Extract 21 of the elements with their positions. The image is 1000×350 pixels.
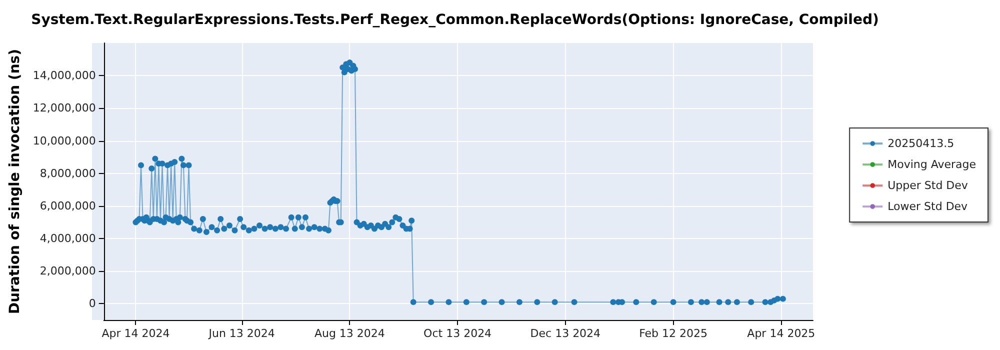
y-tick-label: 12,000,000 <box>32 102 96 115</box>
x-tick-label: Oct 13 2024 <box>424 327 492 340</box>
x-tick-label: Apr 14 2025 <box>747 327 816 340</box>
legend-label: Moving Average <box>888 158 976 171</box>
legend-label: Lower Std Dev <box>888 200 968 213</box>
y-tick-label: 8,000,000 <box>40 166 96 180</box>
y-tick-label: 6,000,000 <box>40 199 96 212</box>
x-tick-label: Dec 13 2024 <box>530 327 601 340</box>
chart-title: System.Text.RegularExpressions.Tests.Perf_Regex_Common.ReplaceWords(Options: IgnoreCase, Compiled) <box>31 12 879 28</box>
x-tick-label: Feb 12 2025 <box>639 327 708 340</box>
x-tick-label: Jun 13 2024 <box>208 327 275 340</box>
x-tick-label: Aug 13 2024 <box>314 327 385 340</box>
y-tick-label: 4,000,000 <box>40 232 96 246</box>
x-tick-label: Apr 14 2024 <box>102 327 170 340</box>
y-tick-label: 0 <box>88 297 96 310</box>
legend-label: 20250413.5 <box>888 137 954 150</box>
y-tick-label: 14,000,000 <box>32 69 96 82</box>
y-tick-label: 2,000,000 <box>40 264 96 278</box>
legend-label: Upper Std Dev <box>888 179 968 192</box>
y-axis-title: Duration of single invocation (ns) <box>7 48 23 314</box>
y-tick-label: 10,000,000 <box>32 134 96 148</box>
